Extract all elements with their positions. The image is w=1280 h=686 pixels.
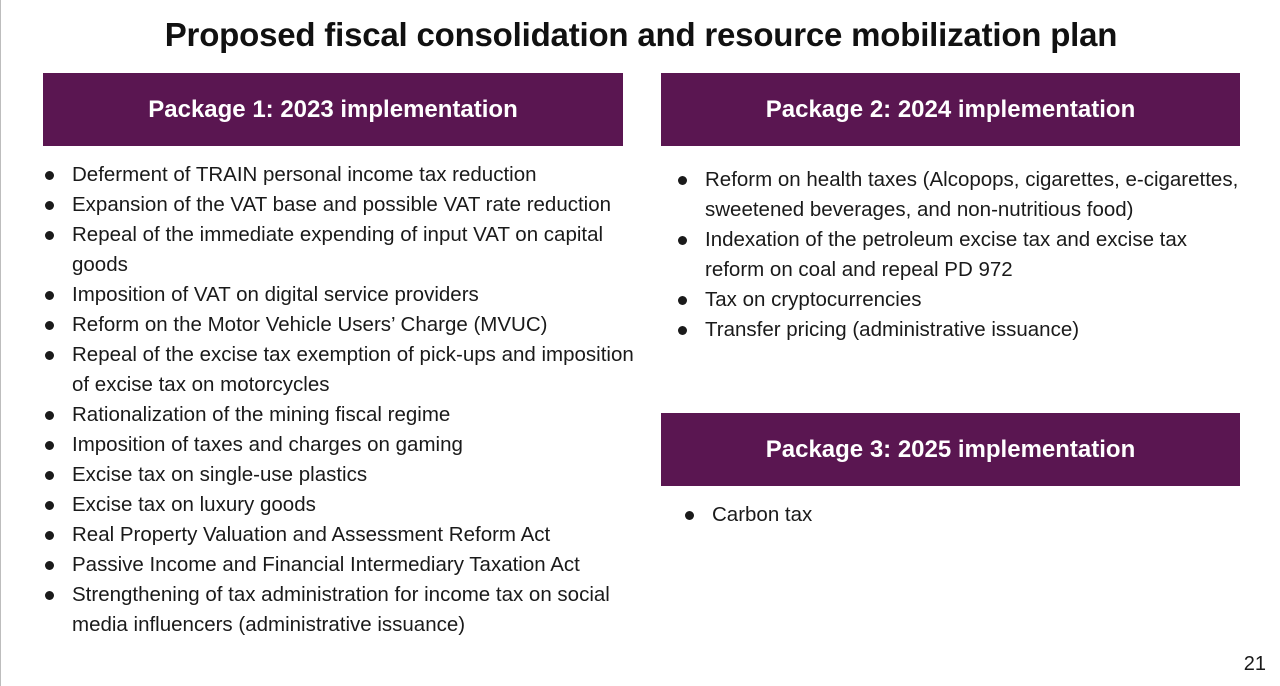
list-item: Excise tax on luxury goods — [43, 490, 638, 520]
list-item: Repeal of the immediate expending of inp… — [43, 220, 638, 280]
page-number: 21 — [1243, 653, 1266, 675]
list-item: Real Property Valuation and Assessment R… — [43, 520, 638, 550]
list-item: Reform on the Motor Vehicle Users’ Charg… — [43, 310, 638, 340]
package-3-header-label: Package 3: 2025 implementation — [765, 435, 1136, 463]
package-3-header: Package 3: 2025 implementation — [661, 413, 1240, 486]
list-item: Strengthening of tax administration for … — [43, 580, 638, 640]
package-2-list: Reform on health taxes (Alcopops, cigare… — [676, 165, 1246, 345]
list-item: Reform on health taxes (Alcopops, cigare… — [676, 165, 1246, 225]
slide-title: Proposed fiscal consolidation and resour… — [164, 16, 1118, 53]
package-2-header-label: Package 2: 2024 implementation — [765, 95, 1136, 123]
list-item: Carbon tax — [683, 500, 1203, 530]
package-2-header: Package 2: 2024 implementation — [661, 73, 1240, 146]
list-item: Tax on cryptocurrencies — [676, 285, 1246, 315]
list-item: Deferment of TRAIN personal income tax r… — [43, 160, 638, 190]
package-1-header-label: Package 1: 2023 implementation — [148, 95, 518, 123]
package-3-list: Carbon tax — [683, 500, 1203, 530]
list-item: Imposition of taxes and charges on gamin… — [43, 430, 638, 460]
list-item: Expansion of the VAT base and possible V… — [43, 190, 638, 220]
list-item: Rationalization of the mining fiscal reg… — [43, 400, 638, 430]
package-1-header: Package 1: 2023 implementation — [43, 73, 623, 146]
list-item: Excise tax on single-use plastics — [43, 460, 638, 490]
list-item: Transfer pricing (administrative issuanc… — [676, 315, 1246, 345]
package-1-list: Deferment of TRAIN personal income tax r… — [43, 160, 638, 640]
list-item: Indexation of the petroleum excise tax a… — [676, 225, 1246, 285]
list-item: Imposition of VAT on digital service pro… — [43, 280, 638, 310]
list-item: Repeal of the excise tax exemption of pi… — [43, 340, 638, 400]
list-item: Passive Income and Financial Intermediar… — [43, 550, 638, 580]
